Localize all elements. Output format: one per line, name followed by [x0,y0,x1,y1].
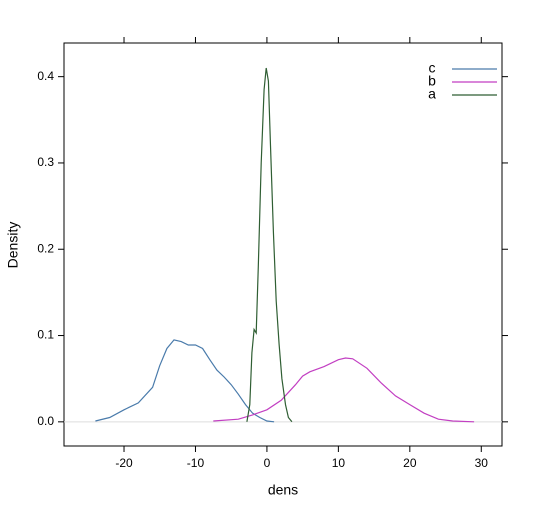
density-line [95,339,275,423]
y-tick-label: 0.4 [37,69,54,83]
legend-label: a [428,86,436,102]
density-line [213,357,475,423]
x-tick-label: 10 [332,456,346,470]
x-tick-label: -10 [187,456,205,470]
x-tick-label: -20 [115,456,133,470]
legend-label: b [428,73,436,89]
y-tick-label: 0.2 [37,241,54,255]
x-tick-label: 30 [475,456,489,470]
y-axis-label: Density [5,222,21,269]
x-axis-label: dens [268,482,298,498]
y-tick-label: 0.0 [37,414,54,428]
y-tick-label: 0.1 [37,328,54,342]
y-tick-label: 0.3 [37,155,54,169]
x-tick-label: 20 [403,456,417,470]
legend-label: c [429,60,436,76]
plot-frame [63,42,503,447]
density-line [246,67,293,423]
x-tick-label: 0 [264,456,271,470]
